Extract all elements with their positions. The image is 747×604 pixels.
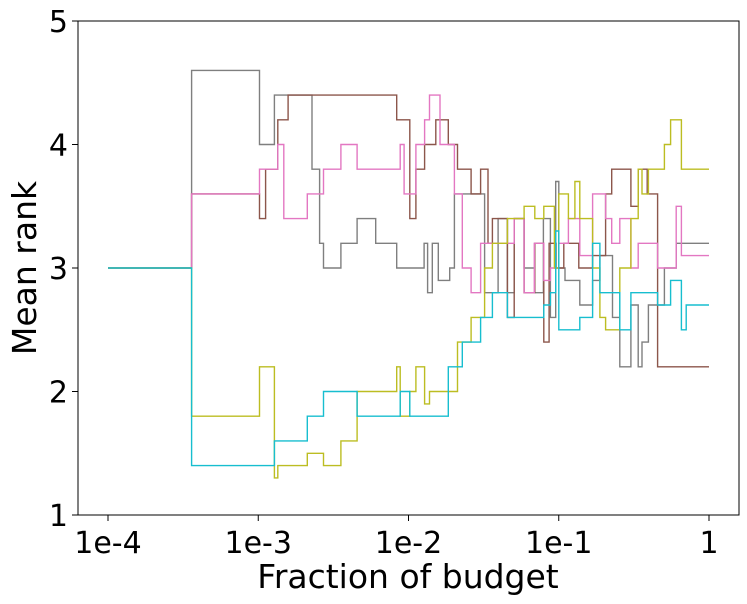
series-line-pink — [108, 94, 709, 294]
series-lines — [108, 69, 709, 479]
y-tick-label: 4 — [49, 129, 68, 164]
x-tick-label: 1e-3 — [225, 526, 292, 561]
y-tick-label: 3 — [49, 252, 68, 287]
y-tick-label: 5 — [49, 5, 68, 40]
x-tick-label: 1e-4 — [74, 526, 141, 561]
series-line-olive — [108, 119, 709, 479]
x-tick-label: 1e-1 — [525, 526, 592, 561]
x-tick-label: 1e-2 — [375, 526, 442, 561]
x-axis: 1e-4 1e-3 1e-2 1e-1 1 — [74, 515, 719, 561]
series-line-cyan — [108, 230, 709, 467]
y-tick-label: 2 — [49, 376, 68, 411]
y-tick-label: 1 — [49, 499, 68, 534]
y-axis: 1 2 3 4 5 — [49, 5, 78, 534]
x-axis-label: Fraction of budget — [257, 557, 559, 596]
y-axis-label: Mean rank — [5, 180, 44, 355]
x-tick-label: 1 — [699, 526, 718, 561]
series-line-brown — [108, 94, 709, 368]
